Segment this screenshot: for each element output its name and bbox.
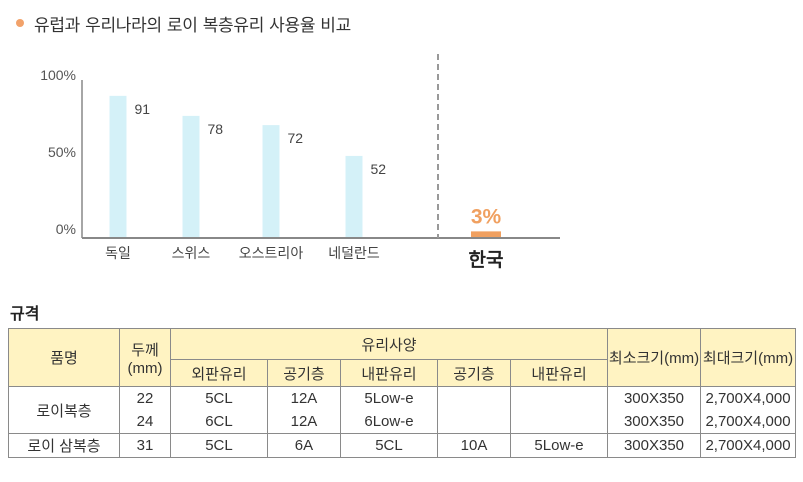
x-tick-label: 네덜란드 [328,246,380,262]
cell-value [511,387,607,410]
data-label: 52 [371,161,387,177]
chart-title: 유럽과 우리나라의 로이 복층유리 사용율 비교 [34,15,351,36]
cell-outer-glass: 5CL 6CL [170,386,268,434]
chart-title-row: 유럽과 우리나라의 로이 복층유리 사용율 비교 [16,10,351,36]
cell-value [438,410,510,433]
cell-value [438,387,510,410]
x-tick-label: 독일 [105,246,131,262]
header-glass-spec: 유리사양 [170,328,608,360]
highlight-data-label: 3% [471,205,502,228]
cell-air-layer-2: 10A [436,433,512,458]
cell-product: 로이복층 [8,386,120,434]
y-tick-label: 50% [48,144,76,160]
bar [345,155,363,237]
header-min-size: 최소크기(mm) [607,328,701,387]
x-tick-label: 스위스 [172,246,211,262]
cell-inner-glass-1: 5CL [340,433,438,458]
bar-chart: 100% 50% 0% 91 독일 78 스위스 72 오스트리아 52 네덜란드 3% 한국 [40,54,560,271]
cell-min-size: 300X350 300X350 [607,386,701,434]
y-tick-label: 0% [56,221,76,237]
subheader-inner-glass-2: 내판유리 [510,359,608,387]
cell-value [511,410,607,433]
cell-value: 24 [136,413,154,430]
cell-value: 12A [290,413,318,430]
cell-inner-glass-1: 5Low-e 6Low-e [340,386,438,434]
cell-value: 6CL [205,413,233,430]
cell-air-layer-2 [436,386,512,434]
cell-inner-glass-2 [510,386,608,434]
spec-table: 품명 두께(mm) 유리사양 최소크기(mm) 최대크기(mm) 외판유리 공기… [8,328,796,458]
spec-title: 규격 [10,304,40,323]
cell-min-size: 300X350 [607,433,701,458]
cell-value: 6Low-e [364,413,414,430]
x-tick-label: 오스트리아 [239,246,304,262]
cell-product: 로이 삼복층 [8,433,120,458]
bullet-icon [16,19,24,27]
cell-value: 5Low-e [364,390,414,407]
subheader-outer-glass: 외판유리 [170,359,268,387]
data-label: 78 [208,121,224,137]
data-label: 91 [135,101,151,117]
highlight-bar [471,231,501,237]
cell-thickness: 22 24 [119,386,171,434]
table-row: 로이 삼복층 31 5CL 6A 5CL 10A 5Low-e 300X350 … [8,433,796,458]
bar [109,95,127,237]
cell-air-layer-1: 12A 12A [266,386,342,434]
y-tick-label: 100% [40,67,76,83]
bar [262,125,280,237]
cell-value: 22 [136,390,154,407]
cell-value: 300X350 [623,413,685,430]
cell-value: 2,700X4,000 [705,390,791,407]
data-label: 72 [288,130,304,146]
header-max-size: 최대크기(mm) [700,328,796,387]
cell-max-size: 2,700X4,000 [700,433,796,458]
highlight-x-tick-label: 한국 [469,249,504,271]
cell-inner-glass-2: 5Low-e [510,433,608,458]
subheader-air-layer-1: 공기층 [266,359,342,387]
header-thickness: 두께(mm) [119,328,171,387]
table-row: 로이복층 22 24 5CL 6CL 12A 12A 5Low-e 6Low-e [8,386,796,434]
cell-max-size: 2,700X4,000 2,700X4,000 [700,386,796,434]
cell-thickness: 31 [119,433,171,458]
cell-value: 300X350 [623,390,685,407]
cell-air-layer-1: 6A [266,433,342,458]
cell-value: 12A [290,390,318,407]
cell-value: 5CL [205,390,233,407]
cell-value: 2,700X4,000 [705,413,791,430]
bar [182,115,200,237]
cell-outer-glass: 5CL [170,433,268,458]
header-product: 품명 [8,328,120,387]
subheader-inner-glass-1: 내판유리 [340,359,438,387]
subheader-air-layer-2: 공기층 [436,359,512,387]
